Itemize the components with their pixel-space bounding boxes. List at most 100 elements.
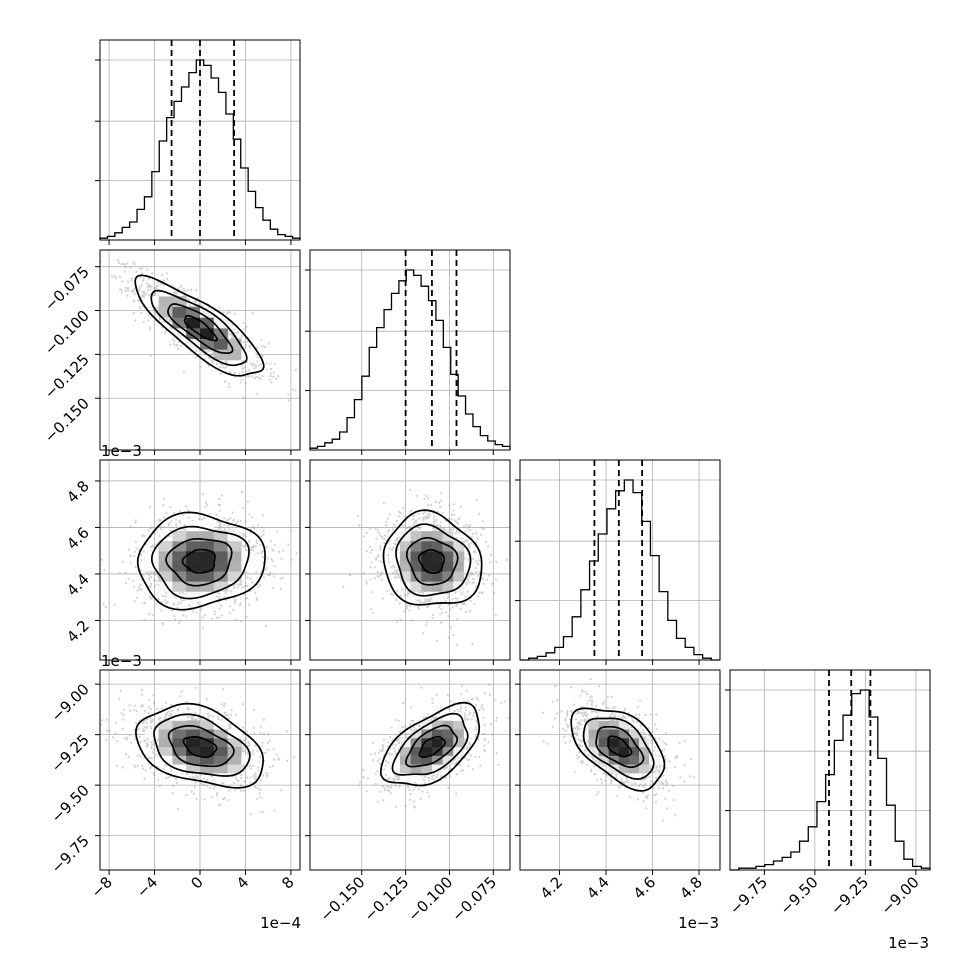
density-cell xyxy=(453,711,465,721)
density-cell xyxy=(608,746,620,756)
density-cell xyxy=(442,711,454,721)
hist-panel-1 xyxy=(305,249,511,455)
density-cell xyxy=(172,561,187,572)
density-cell xyxy=(227,571,242,582)
density-cell xyxy=(431,541,443,552)
density-cell xyxy=(618,729,630,739)
scatter-panel-3 xyxy=(95,669,301,875)
y-tick-label: 4.2 xyxy=(63,617,93,647)
density-cell xyxy=(453,738,465,748)
density-cell xyxy=(442,581,454,592)
density-cell xyxy=(421,530,433,542)
density-cell xyxy=(389,764,401,774)
panel-frame xyxy=(99,669,301,871)
density-cell xyxy=(213,561,228,572)
y-tick-label: 4.8 xyxy=(63,477,93,507)
density-cell xyxy=(453,729,465,739)
density-cell xyxy=(172,755,187,765)
density-cell xyxy=(442,729,454,739)
density-cell xyxy=(172,711,187,721)
density-cell xyxy=(200,328,215,340)
density-cell xyxy=(172,720,187,730)
density-cell xyxy=(618,720,630,730)
density-cell xyxy=(158,551,173,562)
density-cell xyxy=(453,541,465,552)
density-cell xyxy=(144,561,159,572)
panel-frame xyxy=(99,249,301,451)
density-cell xyxy=(463,729,475,739)
density-cell xyxy=(200,729,215,739)
density-cell xyxy=(200,720,215,730)
density-cell xyxy=(442,738,454,748)
density-cell xyxy=(410,561,422,572)
contour-line xyxy=(167,303,234,354)
density-cell xyxy=(431,720,443,730)
density-cell xyxy=(158,720,173,730)
density-cell xyxy=(144,729,159,739)
density-cell xyxy=(213,571,228,582)
density-cell xyxy=(638,746,650,756)
density-cell xyxy=(442,755,454,765)
density-cell xyxy=(421,764,433,774)
density-cell xyxy=(186,738,201,748)
density-cell xyxy=(227,729,242,739)
x-tick-label: 4 xyxy=(233,873,252,892)
x-tick-label: −4 xyxy=(133,873,161,901)
scatter-panel-5 xyxy=(515,669,721,875)
density-cell xyxy=(463,720,475,730)
density-cell xyxy=(431,571,443,582)
y-tick-label: 4.4 xyxy=(63,570,93,600)
x-tick-label: 4.4 xyxy=(583,873,613,903)
density-cell xyxy=(213,738,228,748)
axis-offset-label: 1e−4 xyxy=(260,914,301,932)
density-cell xyxy=(172,764,187,774)
x-tick-label: −0.075 xyxy=(448,873,500,925)
density-cell xyxy=(628,729,640,739)
density-cell xyxy=(213,729,228,739)
density-cell xyxy=(213,746,228,756)
density-cell xyxy=(213,755,228,765)
density-cell xyxy=(598,755,610,765)
density-cell xyxy=(618,755,630,765)
density-cell xyxy=(598,720,610,730)
y-tick-label: 4.6 xyxy=(63,524,93,554)
histogram-step xyxy=(730,689,931,871)
panel-frame xyxy=(309,669,511,871)
density-cell xyxy=(158,285,173,297)
y-tick-label: −0.150 xyxy=(41,394,93,446)
density-cell xyxy=(400,551,411,562)
x-tick-label: −0.150 xyxy=(317,873,369,925)
density-cell xyxy=(227,738,242,748)
density-cell xyxy=(588,720,599,730)
density-cell xyxy=(628,755,640,765)
density-cell xyxy=(213,581,228,592)
density-cell xyxy=(410,773,422,783)
density-cell xyxy=(186,581,201,592)
density-cell xyxy=(227,551,242,562)
density-cell xyxy=(618,764,630,774)
scatter-panel-0 xyxy=(95,249,301,455)
density-cell xyxy=(421,520,433,532)
axis-offset-label: 1e−3 xyxy=(101,442,142,460)
density-cell xyxy=(410,551,422,562)
y-tick-label: −9.00 xyxy=(48,680,93,725)
density-cell xyxy=(172,551,187,562)
x-tick-label: −9.00 xyxy=(877,873,922,918)
x-tick-label: −9.50 xyxy=(776,873,821,918)
contour-line xyxy=(417,548,446,574)
density-cell xyxy=(227,541,242,552)
panel-frame xyxy=(309,459,511,661)
density-cell xyxy=(186,746,201,756)
density-cell xyxy=(431,729,443,739)
density-cell xyxy=(421,729,433,739)
density-cell xyxy=(618,746,630,756)
contour-line xyxy=(153,713,251,777)
density-cell xyxy=(638,755,650,765)
density-cell xyxy=(421,746,433,756)
x-tick-label: 4.8 xyxy=(676,873,706,903)
y-tick-label: −9.25 xyxy=(48,731,93,776)
histogram-step xyxy=(309,269,511,450)
density-cell xyxy=(410,541,422,552)
hist-panel-0 xyxy=(95,39,301,245)
